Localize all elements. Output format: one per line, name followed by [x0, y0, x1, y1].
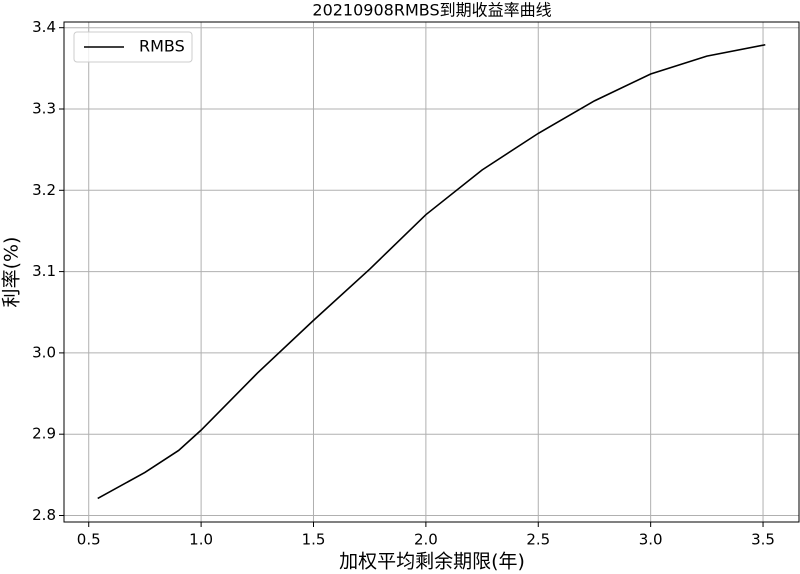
x-tick-label: 3.0: [639, 531, 663, 549]
legend-box: [73, 31, 193, 63]
y-tick-label: 3.3: [32, 99, 56, 117]
legend-label: RMBS: [139, 37, 185, 56]
y-axis-label: 利率(%): [1, 237, 23, 308]
y-tick-label: 3.4: [32, 18, 56, 36]
plot-frame: [63, 21, 800, 523]
legend: RMBS: [73, 31, 193, 63]
y-tick-label: 3.0: [32, 343, 56, 361]
y-tick-label: 3.1: [32, 262, 56, 280]
x-tick-label: 2.5: [526, 531, 550, 549]
x-tick-label: 3.5: [751, 531, 775, 549]
chart-title: 20210908RMBS到期收益率曲线: [312, 1, 551, 20]
x-tick-label: 1.5: [302, 531, 326, 549]
y-tick-label: 2.9: [32, 425, 56, 443]
x-tick-label: 0.5: [77, 531, 101, 549]
y-tick-label: 3.2: [32, 181, 56, 199]
x-axis-label: 加权平均剩余期限(年): [339, 551, 525, 573]
x-tick-label: 2.0: [414, 531, 438, 549]
y-tick-label: 2.8: [32, 506, 56, 524]
x-tick-label: 1.0: [189, 531, 213, 549]
data-line: [97, 43, 766, 500]
